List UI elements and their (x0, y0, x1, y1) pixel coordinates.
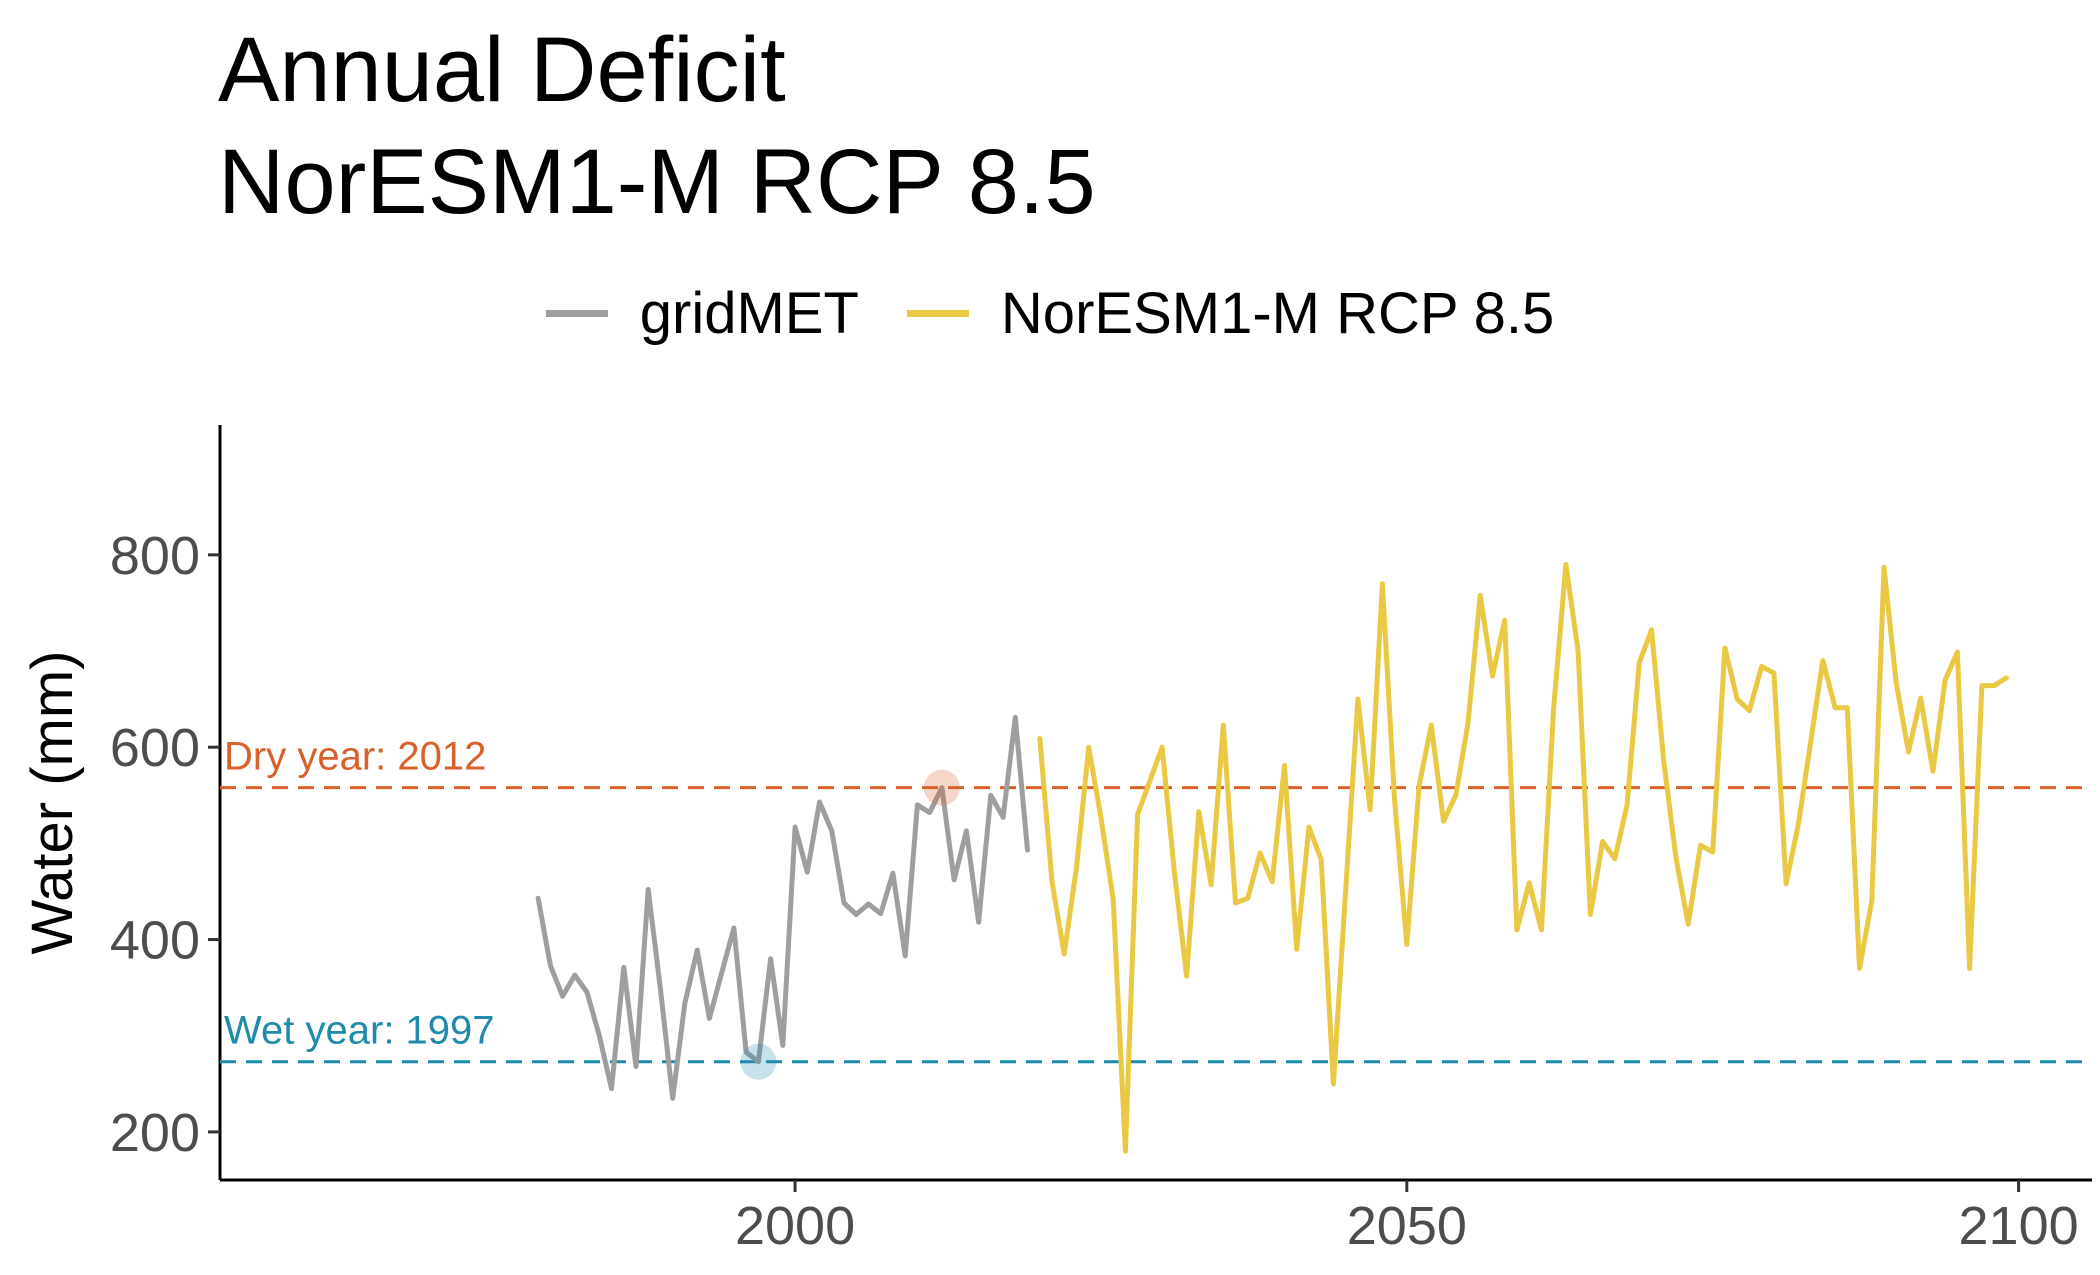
x-tick-label-2100: 2100 (1959, 1196, 2079, 1256)
y-tick-label-600: 600 (110, 718, 200, 778)
reference-point-1 (740, 1043, 777, 1080)
reference-point-0 (923, 769, 960, 806)
series-line-0 (535, 714, 1030, 1101)
reference-label-1: Wet year: 1997 (224, 1009, 495, 1053)
legend: gridMET NorESM1-M RCP 8.5 (0, 280, 2100, 347)
chart-title: Annual Deficit NorESM1-M RCP 8.5 (218, 14, 1096, 238)
legend-item-noresm: NorESM1-M RCP 8.5 (906, 280, 1555, 347)
reference-label-0: Dry year: 2012 (224, 735, 486, 779)
series-line-1 (1037, 562, 2009, 1154)
y-tick-label-200: 200 (110, 1103, 200, 1163)
y-axis-title: Water (mm) (20, 651, 85, 955)
legend-key-noresm (906, 310, 969, 317)
chart-title-line-1: Annual Deficit (218, 19, 786, 121)
x-tick-label-2000: 2000 (735, 1196, 855, 1256)
legend-key-gridmet (545, 310, 608, 317)
chart-title-line-2: NorESM1-M RCP 8.5 (218, 131, 1096, 233)
x-tick-label-2050: 2050 (1347, 1196, 1467, 1256)
legend-label-gridmet: gridMET (639, 281, 859, 346)
legend-label-noresm: NorESM1-M RCP 8.5 (1000, 281, 1555, 346)
y-tick-label-400: 400 (110, 911, 200, 971)
legend-item-gridmet: gridMET (545, 280, 859, 347)
y-tick-label-800: 800 (110, 526, 200, 586)
